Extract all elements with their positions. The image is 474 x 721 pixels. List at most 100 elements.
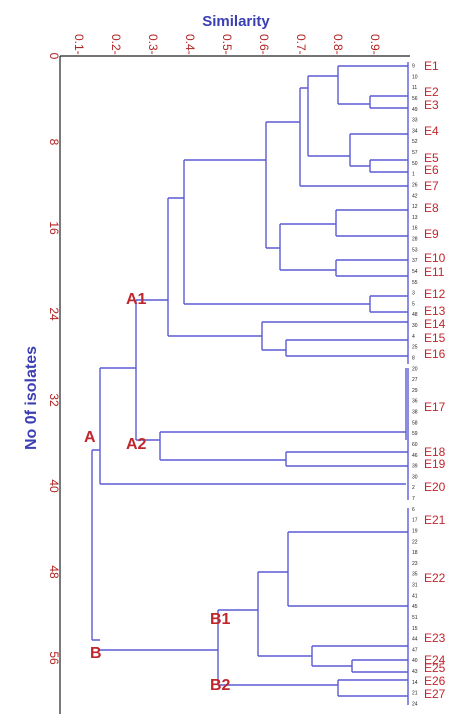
leaf-label: 54 [412, 269, 418, 275]
leaf-label: 18 [412, 550, 418, 556]
branch-E14-E16 [261, 321, 408, 351]
leaf-label: 23 [412, 561, 418, 567]
leaf-label: 26 [412, 182, 418, 188]
leaf-label: 36 [412, 399, 418, 405]
group-label-E26: E26 [424, 674, 446, 688]
branch-A1 [167, 197, 262, 337]
top-tick-label: 0.4- [183, 34, 197, 55]
branch-E1-E6 [299, 87, 408, 187]
leaf-label: 30 [412, 474, 418, 480]
leaf-label: 57 [412, 150, 418, 156]
group-label-E4: E4 [424, 124, 439, 138]
leaf-label: 24 [412, 702, 418, 708]
leaf-label: 25 [412, 345, 418, 351]
left-tick-label: 0 [47, 53, 61, 60]
group-label-E23: E23 [424, 631, 446, 645]
leaf-label: 1 [412, 172, 415, 178]
leaf-label: 42 [412, 193, 418, 199]
group-label-E20: E20 [424, 480, 446, 494]
cluster-label-A2: A2 [126, 436, 147, 453]
branch-A [92, 367, 406, 485]
leaf-label: 19 [412, 529, 418, 535]
leaf-label: 58 [412, 420, 418, 426]
left-axis-ticks: 0 8 16 24 32 40 48 56 [47, 53, 61, 665]
branch-E4-E6 [349, 133, 408, 167]
leaf-label: 45 [412, 604, 418, 610]
cluster-label-B1: B1 [210, 611, 231, 628]
group-label-E16: E16 [424, 347, 446, 361]
group-label-E14: E14 [424, 317, 446, 331]
cluster-label-A1: A1 [126, 291, 147, 308]
group-label-E12: E12 [424, 287, 446, 301]
leaf-label: 41 [412, 593, 418, 599]
leaf-label: 4 [412, 334, 415, 340]
branch-A1-A2 [135, 299, 168, 441]
leaf-labels: 9101156493334525750126421213162853375455… [412, 64, 418, 708]
group-label-E5: E5 [424, 151, 439, 165]
leaf-label: 30 [412, 323, 418, 329]
top-tick-label: 0.2- [109, 34, 123, 55]
group-label-E13: E13 [424, 304, 446, 318]
leaf-label: 8 [412, 356, 415, 362]
leaf-label: 39 [412, 464, 418, 470]
leaf-label: 20 [412, 366, 418, 372]
left-tick-label: 16 [47, 221, 61, 235]
leaf-label: 35 [412, 572, 418, 578]
leaf-label: 2 [412, 485, 415, 491]
leaf-label: 29 [412, 388, 418, 394]
branch-E8-E9 [335, 209, 408, 237]
top-tick-label: 0.3- [146, 34, 160, 55]
leaf-label: 12 [412, 204, 418, 210]
top-tick-label: 0.7- [294, 34, 308, 55]
group-label-E25: E25 [424, 661, 446, 675]
leaf-label: 52 [412, 139, 418, 145]
top-tick-label: 0.5- [220, 34, 234, 55]
group-label-E8: E8 [424, 201, 439, 215]
left-tick-label: 56 [47, 651, 61, 665]
leaf-label: 7 [412, 496, 415, 502]
branch-B1 [236, 571, 312, 657]
leaf-label: 31 [412, 583, 418, 589]
branch-E24-E25 [351, 659, 408, 673]
left-tick-label: 48 [47, 565, 61, 579]
branch-E5-E6 [369, 159, 408, 173]
branch-A2 [159, 431, 406, 461]
leaf-label: 50 [412, 161, 418, 167]
leaf-label: 21 [412, 691, 418, 697]
branch-E18-E19 [285, 451, 408, 467]
leaf-label: 3 [412, 291, 415, 297]
top-tick-label: 0.8- [331, 34, 345, 55]
leaf-label: 51 [412, 615, 418, 621]
leaf-label: 34 [412, 128, 418, 134]
top-axis-title: Similarity [202, 13, 270, 30]
group-label-E22: E22 [424, 571, 446, 585]
group-label-E17: E17 [424, 400, 446, 414]
branch-E1-E3 [307, 75, 350, 157]
left-tick-label: 8 [47, 139, 61, 146]
leaf-label: 53 [412, 247, 418, 253]
leaf-label: 43 [412, 669, 418, 675]
branch-E12-E13 [369, 295, 408, 313]
leaf-label: 33 [412, 118, 418, 124]
top-axis-ticks: 0.1- 0.2- 0.3- 0.4- 0.5- 0.6- 0.7- 0.8- … [72, 34, 382, 55]
branch-E15-E16 [285, 339, 408, 357]
group-label-E11: E11 [424, 265, 445, 279]
group-label-E7: E7 [424, 179, 439, 193]
leaf-label: 38 [412, 410, 418, 416]
left-tick-label: 32 [47, 393, 61, 407]
group-label-E6: E6 [424, 163, 439, 177]
branch-A1-upper [183, 159, 370, 305]
cluster-labels: A A1 A2 B B1 B2 [84, 291, 231, 694]
left-axis-title: No 0f isolates [23, 346, 40, 450]
group-label-E21: E21 [424, 513, 446, 527]
cluster-label-B2: B2 [210, 677, 231, 694]
branch-E1-E2 [337, 65, 408, 105]
leaf-label: 6 [412, 507, 415, 513]
leaf-label: 15 [412, 626, 418, 632]
group-label-E1: E1 [424, 59, 439, 73]
leaf-label: 22 [412, 539, 418, 545]
group-label-E24: E24 [424, 653, 446, 667]
branch-E2-E3 [369, 95, 408, 109]
branch-B1-B2 [217, 609, 338, 686]
